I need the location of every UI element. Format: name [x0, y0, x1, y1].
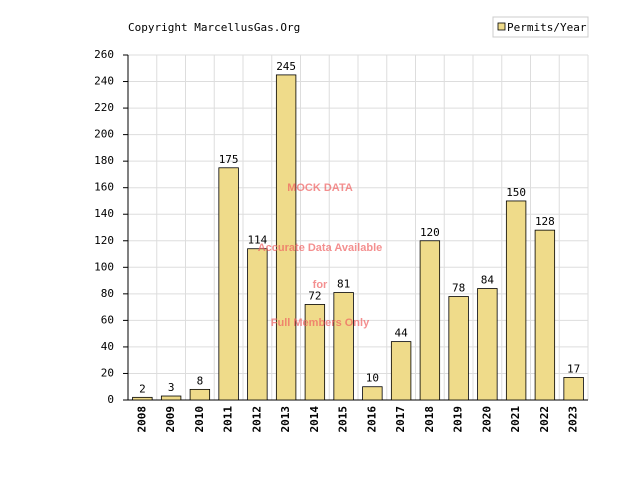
y-tick-label: 20 [101, 366, 114, 379]
bar [189, 388, 211, 401]
x-tick-label: 2010 [193, 406, 206, 433]
y-tick-label: 160 [94, 181, 114, 194]
y-tick-label: 0 [107, 393, 114, 406]
x-tick-label: 2011 [222, 406, 235, 433]
value-label: 175 [219, 153, 239, 166]
value-label: 2 [139, 382, 146, 395]
value-label: 78 [452, 282, 465, 295]
x-tick-label: 2015 [337, 406, 350, 433]
value-label: 72 [308, 289, 321, 302]
bar [304, 304, 326, 401]
watermark: Accurate Data Available [258, 242, 383, 254]
x-tick-label: 2009 [164, 406, 177, 433]
x-tick-label: 2013 [279, 406, 292, 433]
bar [218, 167, 239, 401]
value-label: 120 [420, 226, 440, 239]
x-tick-label: 2021 [509, 406, 522, 433]
value-label: 150 [506, 186, 526, 199]
bar [132, 396, 153, 401]
watermark: for [313, 279, 328, 291]
value-label: 128 [535, 215, 555, 228]
bar [160, 395, 182, 401]
bar [477, 288, 498, 401]
x-tick-label: 2019 [452, 406, 465, 433]
y-tick-label: 120 [94, 234, 114, 247]
x-tick-label: 2016 [365, 406, 378, 433]
bar [505, 200, 527, 401]
x-tick-label: 2022 [538, 406, 551, 433]
y-tick-label: 100 [94, 260, 114, 273]
y-tick-label: 60 [101, 313, 114, 326]
legend-swatch [497, 22, 506, 31]
bar [563, 377, 584, 401]
x-tick-label: 2017 [394, 406, 407, 433]
value-label: 8 [197, 374, 204, 387]
value-label: 3 [168, 381, 175, 394]
y-tick-label: 40 [101, 340, 114, 353]
value-label: 245 [276, 60, 296, 73]
bar [333, 292, 354, 401]
bar [275, 74, 297, 401]
value-label: 44 [395, 327, 409, 340]
bar [390, 341, 412, 401]
watermark: Full Members Only [271, 317, 370, 329]
legend-label: Permits/Year [507, 21, 587, 34]
bar [362, 386, 383, 401]
x-tick-label: 2008 [135, 406, 148, 433]
legend [492, 16, 589, 38]
y-tick-label: 80 [101, 287, 114, 300]
copyright: Copyright MarcellusGas.Org [128, 21, 300, 34]
x-tick-label: 2023 [567, 406, 580, 433]
bar [419, 240, 441, 401]
bar [247, 248, 268, 401]
x-tick-label: 2012 [250, 406, 263, 433]
value-label: 81 [337, 278, 350, 291]
bar [534, 229, 556, 401]
watermark: MOCK DATA [287, 182, 353, 194]
x-tick-label: 2014 [308, 406, 321, 433]
y-tick-label: 200 [94, 128, 114, 141]
x-tick-label: 2018 [423, 406, 436, 433]
x-tick-label: 2020 [480, 406, 493, 433]
y-tick-label: 220 [94, 101, 114, 114]
y-tick-label: 240 [94, 75, 114, 88]
y-tick-label: 180 [94, 154, 114, 167]
y-tick-label: 260 [94, 48, 114, 61]
y-tick-label: 140 [94, 207, 114, 220]
value-label: 84 [481, 274, 495, 287]
bar [448, 296, 469, 401]
value-label: 10 [366, 372, 379, 385]
value-label: 17 [567, 362, 580, 375]
value-label: 114 [247, 234, 267, 247]
